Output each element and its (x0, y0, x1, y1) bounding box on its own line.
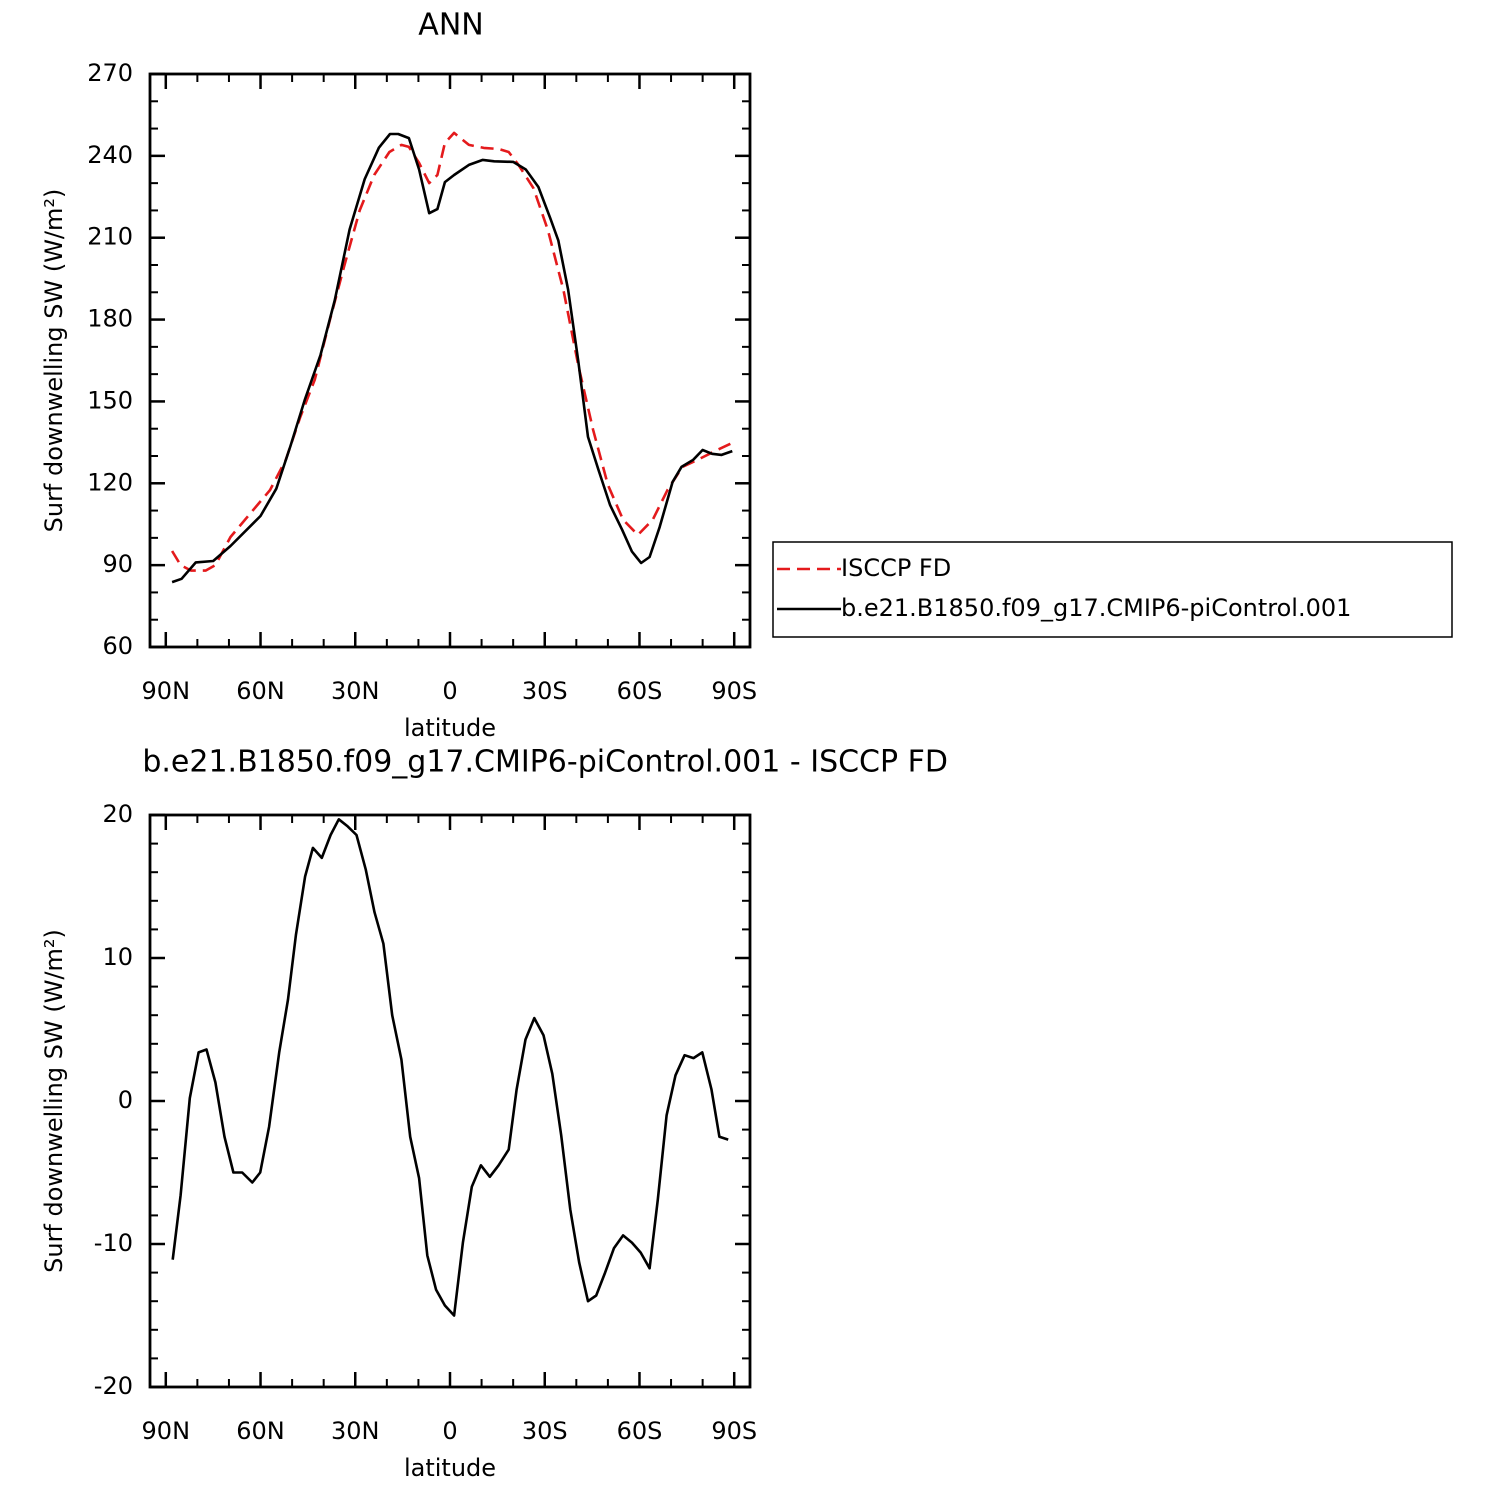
y-tick-label: -10 (94, 1229, 133, 1257)
x-tick-label: 0 (442, 677, 457, 705)
y-axis-label: Surf downwelling SW (W/m²) (40, 929, 68, 1273)
y-tick-label: 240 (87, 141, 133, 169)
y-axis-label: Surf downwelling SW (W/m²) (40, 189, 68, 533)
chart-title: b.e21.B1850.f09_g17.CMIP6-piControl.001 … (142, 745, 948, 780)
x-axis-label: latitude (404, 714, 496, 742)
y-tick-label: 60 (102, 632, 133, 660)
x-tick-label: 60S (617, 1417, 663, 1445)
legend-label: b.e21.B1850.f09_g17.CMIP6-piControl.001 (841, 594, 1351, 622)
plot-frame (148, 72, 752, 649)
plot-frame (148, 813, 752, 1389)
y-tick-label: 180 (87, 305, 133, 333)
data-line (171, 132, 733, 584)
y-tick-label: 210 (87, 223, 133, 251)
y-tick-label: 0 (118, 1086, 133, 1114)
x-tick-label: 90N (142, 1417, 191, 1445)
y-tick-label: 10 (102, 943, 133, 971)
data-line (170, 131, 733, 572)
y-tick-label: 20 (102, 800, 133, 828)
x-tick-label: 90S (711, 677, 757, 705)
x-tick-label: 30S (522, 677, 568, 705)
y-tick-label: 270 (87, 59, 133, 87)
x-tick-label: 60S (617, 677, 663, 705)
x-tick-label: 90N (142, 677, 191, 705)
x-tick-label: 90S (711, 1417, 757, 1445)
x-tick-label: 30N (331, 677, 380, 705)
x-tick-label: 30S (522, 1417, 568, 1445)
data-line (171, 818, 729, 1317)
y-tick-label: 90 (102, 550, 133, 578)
chart-title: ANN (418, 8, 483, 43)
y-tick-label: 150 (87, 386, 133, 414)
x-axis-label: latitude (404, 1454, 496, 1482)
y-tick-label: -20 (94, 1372, 133, 1400)
x-tick-label: 30N (331, 1417, 380, 1445)
legend-box (772, 541, 1453, 638)
legend-label: ISCCP FD (841, 554, 951, 582)
y-tick-label: 120 (87, 468, 133, 496)
x-tick-label: 60N (236, 1417, 285, 1445)
x-tick-label: 0 (442, 1417, 457, 1445)
x-tick-label: 60N (236, 677, 285, 705)
